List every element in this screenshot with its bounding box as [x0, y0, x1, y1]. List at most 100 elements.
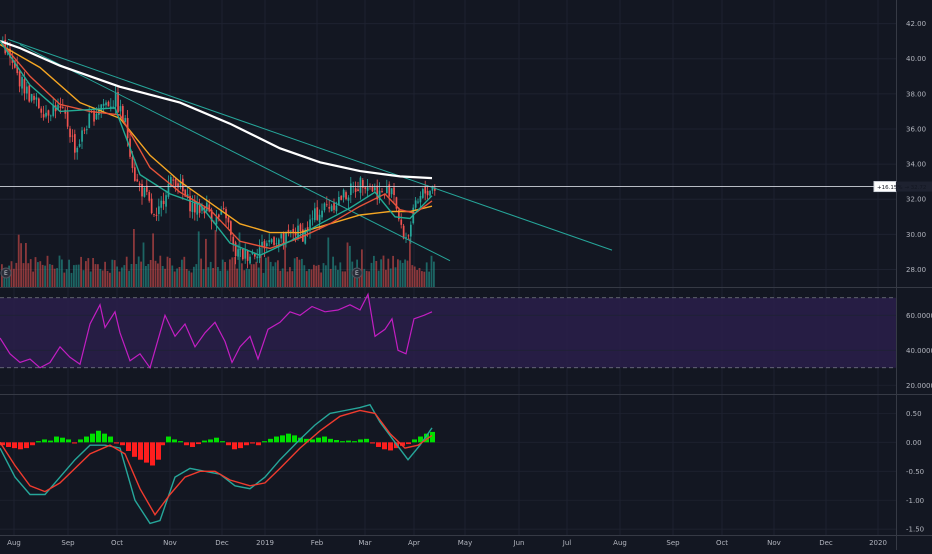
candle-body — [246, 250, 249, 261]
x-tick-label: Aug — [7, 539, 21, 547]
macd-histogram-bar — [376, 442, 381, 447]
candle-body — [378, 190, 381, 201]
candle-body — [100, 104, 103, 112]
volume-bar — [233, 257, 236, 287]
candle-body — [26, 86, 28, 94]
candle-body — [227, 217, 230, 223]
volume-bar — [267, 256, 270, 287]
macd-histogram-bar — [42, 439, 47, 443]
volume-bar — [178, 267, 181, 287]
candle-body — [326, 204, 328, 206]
candle-body — [158, 206, 160, 215]
volume-bar — [171, 265, 174, 287]
candle-body — [381, 191, 383, 193]
candle-body — [52, 105, 55, 116]
candle-body — [239, 248, 242, 250]
volume-bar — [308, 269, 310, 287]
candle-body — [143, 187, 146, 197]
candle-body — [28, 85, 31, 102]
earnings-marker — [0, 267, 12, 279]
candle-body — [405, 237, 407, 238]
macd-histogram-bar — [400, 442, 405, 446]
volume-bar — [200, 258, 202, 287]
macd-histogram-bar — [202, 440, 207, 443]
macd-histogram-bar — [250, 442, 255, 444]
volume-bar — [428, 271, 430, 287]
volume-bar — [133, 229, 135, 287]
volume-bar — [250, 264, 253, 287]
candle-body — [395, 197, 398, 209]
candle-body — [304, 229, 307, 244]
candle-body — [59, 105, 62, 109]
volume-bar — [399, 260, 402, 287]
volume-bar — [169, 258, 171, 287]
candle-body — [357, 189, 359, 192]
candle-body — [95, 113, 98, 120]
rsi-line — [0, 292, 433, 370]
macd-histogram-bar — [166, 436, 171, 443]
volume-bar — [123, 265, 126, 287]
candle-body — [141, 183, 143, 197]
macd-histogram-bar — [334, 440, 339, 443]
macd-histogram-bar — [418, 436, 423, 443]
candle-body — [184, 189, 187, 197]
candle-body — [191, 203, 194, 213]
candle-body — [333, 203, 335, 210]
macd-histogram-bar — [60, 437, 65, 443]
price-tick-label: 28.00 — [906, 266, 926, 274]
macd-histogram-bar — [430, 431, 435, 443]
candle-body — [422, 189, 424, 198]
volume-bar — [29, 259, 32, 287]
macd-histogram-bar — [36, 441, 41, 443]
candle-body — [62, 107, 64, 108]
volume-bar — [77, 264, 80, 287]
x-tick-label: Oct — [111, 539, 123, 547]
macd-histogram-bar — [120, 442, 125, 446]
candle-body — [306, 227, 309, 232]
macd-histogram-bar — [150, 442, 155, 466]
volume-bar — [118, 271, 121, 287]
candle-body — [69, 128, 71, 138]
candle-body — [78, 143, 81, 147]
volume-bar — [284, 243, 286, 287]
volume-bar — [166, 256, 169, 287]
candle-body — [311, 218, 314, 220]
volume-bar — [301, 258, 303, 287]
macd-histogram-bar — [108, 436, 113, 443]
x-tick-label: 2019 — [256, 539, 274, 547]
macd-histogram-bar — [274, 436, 279, 443]
candle-body — [354, 188, 357, 192]
candle-body — [201, 206, 203, 211]
candle-body — [254, 254, 256, 257]
macd-histogram-bar — [132, 442, 137, 457]
candle-body — [282, 233, 285, 244]
candle-body — [388, 184, 391, 197]
volume-bar — [173, 271, 176, 287]
earnings-marker — [351, 267, 363, 279]
macd-tick-label: -0.50 — [906, 468, 924, 476]
volume-bar — [265, 257, 267, 287]
volume-bar — [406, 260, 409, 287]
x-tick-label: Dec — [215, 539, 229, 547]
candle-body — [270, 239, 273, 243]
volume-bar — [248, 269, 250, 287]
macd-histogram-bar — [352, 441, 357, 443]
x-tick-label: Apr — [408, 539, 420, 547]
candle-body — [414, 200, 417, 208]
volume-bar — [89, 271, 92, 287]
volume-bar — [10, 261, 13, 287]
volume-bar — [113, 260, 116, 287]
volume-bar — [5, 271, 8, 287]
candle-body — [280, 233, 283, 239]
volume-bar — [411, 265, 414, 287]
candle-body — [321, 210, 323, 218]
volume-bar — [281, 268, 284, 287]
candle-body — [292, 228, 295, 233]
price-tick-label: 42.00 — [906, 20, 926, 28]
candle-body — [299, 224, 302, 231]
candle-body — [45, 112, 47, 117]
volume-bar — [106, 271, 109, 287]
volume-bar — [41, 264, 44, 287]
